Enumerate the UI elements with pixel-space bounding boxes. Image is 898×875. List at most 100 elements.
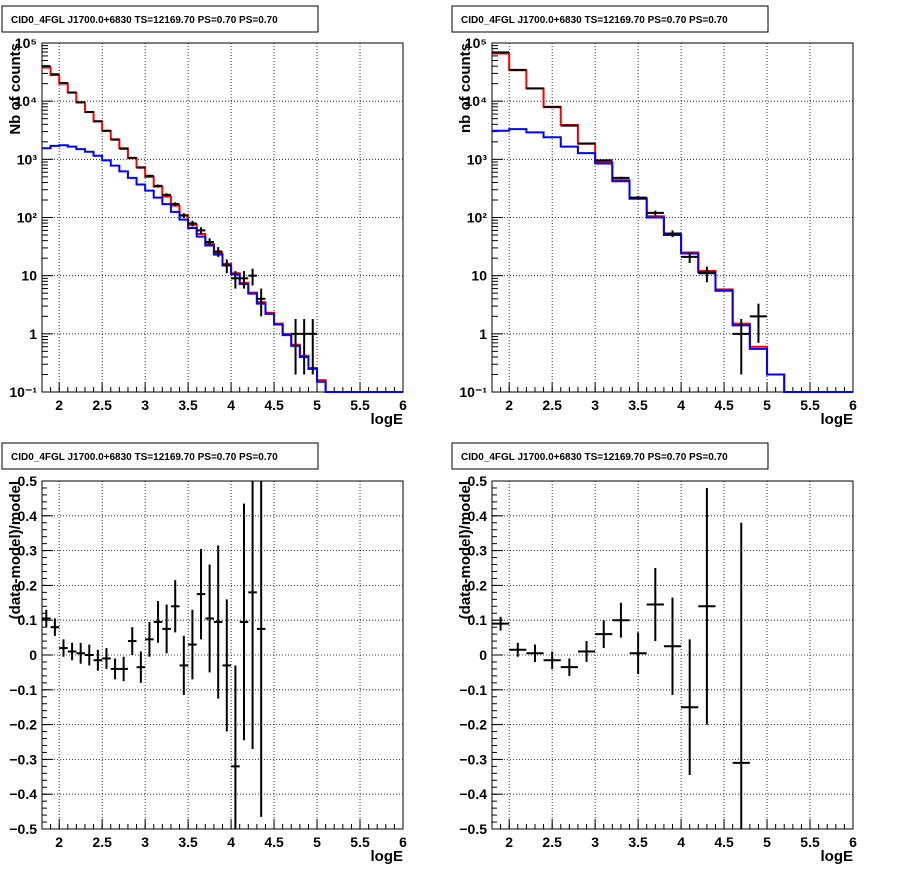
y-tick-label: 10⁻¹ xyxy=(459,384,487,400)
data-point xyxy=(231,271,240,289)
data-point xyxy=(119,147,128,150)
data-point xyxy=(110,138,120,141)
data-point xyxy=(93,649,103,671)
data-point xyxy=(256,481,266,817)
x-tick-label: 5 xyxy=(313,397,321,413)
x-tick-label: 3.5 xyxy=(178,834,198,850)
y-tick-label: 0.4 xyxy=(468,508,488,524)
data-point xyxy=(526,644,544,662)
y-tick-label: 10³ xyxy=(17,151,38,167)
x-tick-label: 5 xyxy=(763,834,771,850)
x-tick-label: 6 xyxy=(399,397,407,413)
data-point xyxy=(119,656,128,682)
y-tick-label: −0.5 xyxy=(459,821,487,837)
x-tick-label: 2 xyxy=(505,397,513,413)
x-tick-label: 2.5 xyxy=(542,834,562,850)
data-point xyxy=(681,639,699,776)
x-tick-label: 2.5 xyxy=(92,834,112,850)
counts-panel-fine-bins: CID0_4FGL J1700.0+6830 TS=12169.70 PS=0.… xyxy=(1,5,407,428)
y-tick-label: 0.5 xyxy=(18,473,38,489)
y-tick-label: 10⁻¹ xyxy=(9,384,37,400)
data-point xyxy=(196,548,206,640)
data-point xyxy=(681,252,699,264)
y-axis-label: nb of counts xyxy=(457,43,474,133)
x-tick-label: 4.5 xyxy=(264,397,284,413)
data-point xyxy=(299,318,309,375)
x-tick-label: 5.5 xyxy=(350,397,370,413)
residual-panel-fine-bins: CID0_4FGL J1700.0+6830 TS=12169.70 PS=0.… xyxy=(1,442,407,865)
data-point xyxy=(492,616,510,631)
y-tick-label: 0.1 xyxy=(18,612,38,628)
data-point xyxy=(170,202,180,207)
y-tick-label: 10² xyxy=(467,210,488,226)
data-point xyxy=(308,318,318,375)
data-point xyxy=(543,106,561,109)
data-point xyxy=(612,176,630,180)
x-tick-label: 6 xyxy=(849,397,857,413)
x-tick-label: 2.5 xyxy=(542,397,562,413)
data-point xyxy=(67,642,77,661)
y-tick-label: 10³ xyxy=(467,151,488,167)
y-tick-label: 0.3 xyxy=(18,543,38,559)
y-axis-label: (data-model)/model xyxy=(457,481,474,619)
y-tick-label: 10⁵ xyxy=(15,35,37,51)
data-point xyxy=(560,124,578,127)
panel-title-box xyxy=(451,442,769,470)
x-tick-label: 4 xyxy=(227,397,235,413)
data-point xyxy=(222,259,232,274)
data-point xyxy=(84,644,94,666)
y-tick-label: −0.4 xyxy=(459,786,487,802)
data-point xyxy=(76,642,85,664)
data-point xyxy=(213,545,223,699)
y-tick-label: −0.1 xyxy=(459,682,487,698)
x-tick-label: 6 xyxy=(849,834,857,850)
data-point xyxy=(749,303,768,343)
data-point xyxy=(93,120,103,123)
x-tick-label: 2.5 xyxy=(92,397,112,413)
data-point xyxy=(595,620,613,649)
data-point xyxy=(560,658,578,676)
data-point xyxy=(127,627,137,655)
y-tick-label: 0.2 xyxy=(18,577,38,593)
y-tick-label: −0.3 xyxy=(459,751,487,767)
data-point xyxy=(239,271,249,289)
x-tick-label: 6 xyxy=(399,834,407,850)
x-tick-label: 4.5 xyxy=(714,834,734,850)
panel-title: CID0_4FGL J1700.0+6830 TS=12169.70 PS=0.… xyxy=(11,452,278,463)
panel-title: CID0_4FGL J1700.0+6830 TS=12169.70 PS=0.… xyxy=(461,452,728,463)
data-point xyxy=(162,193,171,197)
y-tick-label: 0.3 xyxy=(468,543,488,559)
data-point xyxy=(663,230,682,238)
x-tick-label: 3 xyxy=(591,834,599,850)
data-point xyxy=(646,210,664,216)
y-tick-label: −0.3 xyxy=(9,751,37,767)
counts-panel-coarse-bins: CID0_4FGL J1700.0+6830 TS=12169.70 PS=0.… xyxy=(451,5,857,428)
x-axis-label: logE xyxy=(821,848,854,865)
x-tick-label: 2 xyxy=(55,397,63,413)
x-axis-label: logE xyxy=(821,411,854,428)
y-tick-label: −0.4 xyxy=(9,786,37,802)
x-tick-label: 3 xyxy=(141,834,149,850)
data-point xyxy=(222,599,232,732)
data-point xyxy=(127,156,137,159)
x-tick-label: 3.5 xyxy=(628,834,648,850)
y-tick-label: 0.2 xyxy=(468,577,488,593)
y-tick-label: 1 xyxy=(479,326,487,342)
data-point xyxy=(50,618,60,636)
y-tick-label: 10 xyxy=(471,268,487,284)
residual-panel-coarse-bins: CID0_4FGL J1700.0+6830 TS=12169.70 PS=0.… xyxy=(451,442,857,865)
y-tick-label: 0.1 xyxy=(468,612,488,628)
data-point xyxy=(102,648,111,669)
data-point xyxy=(509,642,527,657)
data-point xyxy=(248,268,257,286)
y-axis-label: (data-model)/model xyxy=(7,481,24,619)
data-point xyxy=(595,159,613,162)
y-tick-label: −0.5 xyxy=(9,821,37,837)
data-point xyxy=(179,635,189,696)
data-point xyxy=(145,174,154,177)
x-tick-label: 4 xyxy=(677,834,685,850)
data-point xyxy=(162,604,171,654)
data-point xyxy=(577,142,596,145)
x-tick-label: 5.5 xyxy=(350,834,370,850)
